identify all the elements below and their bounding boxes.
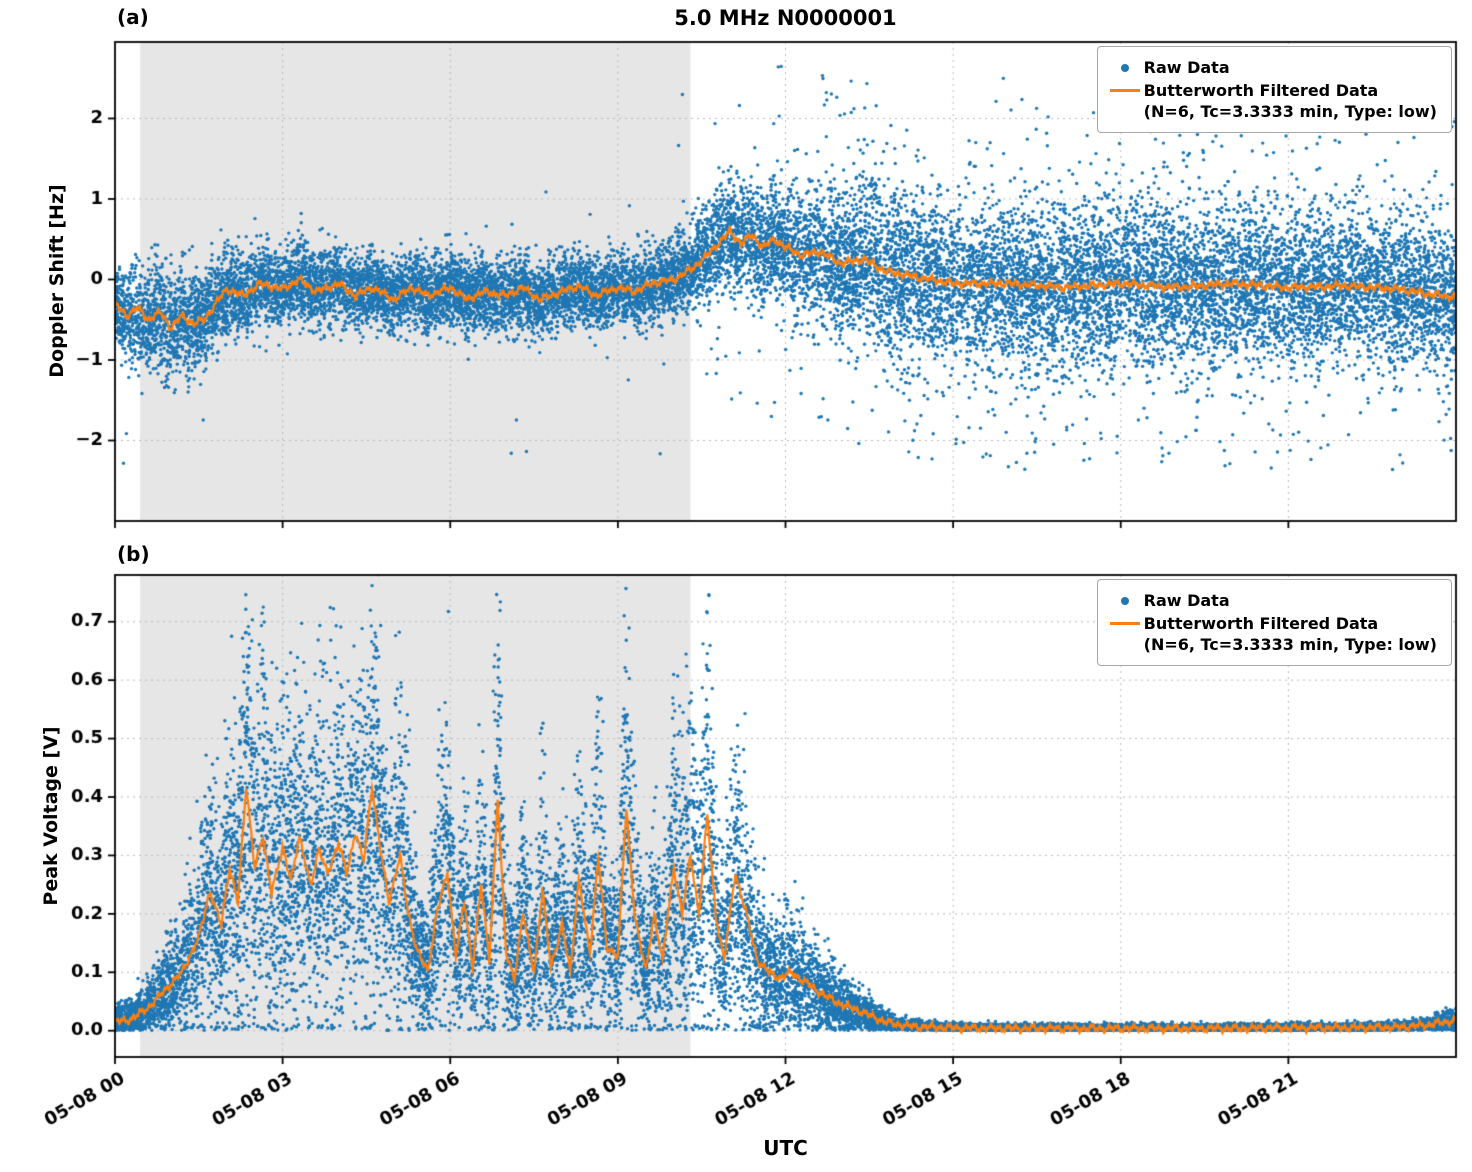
filtered-data-label: Butterworth Filtered Data	[1143, 81, 1379, 101]
filtered-marker-cell	[1106, 613, 1144, 634]
filtered-data-sublabel: (N=6, Tc=3.3333 min, Type: low)	[1143, 635, 1437, 655]
legend-filtered-row: Butterworth Filtered Data (N=6, Tc=3.333…	[1106, 613, 1437, 655]
filtered-data-marker	[1109, 89, 1140, 93]
raw-marker-cell	[1106, 590, 1144, 611]
legend-filtered-row: Butterworth Filtered Data (N=6, Tc=3.333…	[1106, 80, 1437, 122]
doppler-shift-ylabel: Doppler Shift [Hz]	[46, 184, 68, 378]
raw-data-label: Raw Data	[1143, 58, 1230, 77]
filtered-data-sublabel: (N=6, Tc=3.3333 min, Type: low)	[1143, 102, 1437, 122]
filtered-data-marker	[1109, 622, 1140, 626]
filtered-data-label: Butterworth Filtered Data	[1143, 614, 1379, 634]
peak-voltage-ylabel: Peak Voltage [V]	[40, 726, 62, 906]
figure-title: 5.0 MHz N0000001	[674, 6, 897, 30]
raw-data-label: Raw Data	[1143, 591, 1230, 610]
raw-data-marker	[1120, 596, 1129, 605]
utc-xlabel: UTC	[763, 1136, 808, 1160]
legend-panel-a: Raw Data Butterworth Filtered Data (N=6,…	[1096, 46, 1452, 134]
raw-data-marker	[1120, 63, 1129, 72]
panel-a-label: (a)	[117, 5, 149, 29]
filtered-marker-cell	[1106, 80, 1144, 101]
legend-raw-row: Raw Data	[1106, 57, 1437, 78]
legend-panel-b: Raw Data Butterworth Filtered Data (N=6,…	[1096, 579, 1452, 667]
panel-b-label: (b)	[117, 542, 150, 566]
legend-raw-row: Raw Data	[1106, 590, 1437, 611]
raw-marker-cell	[1106, 57, 1144, 78]
